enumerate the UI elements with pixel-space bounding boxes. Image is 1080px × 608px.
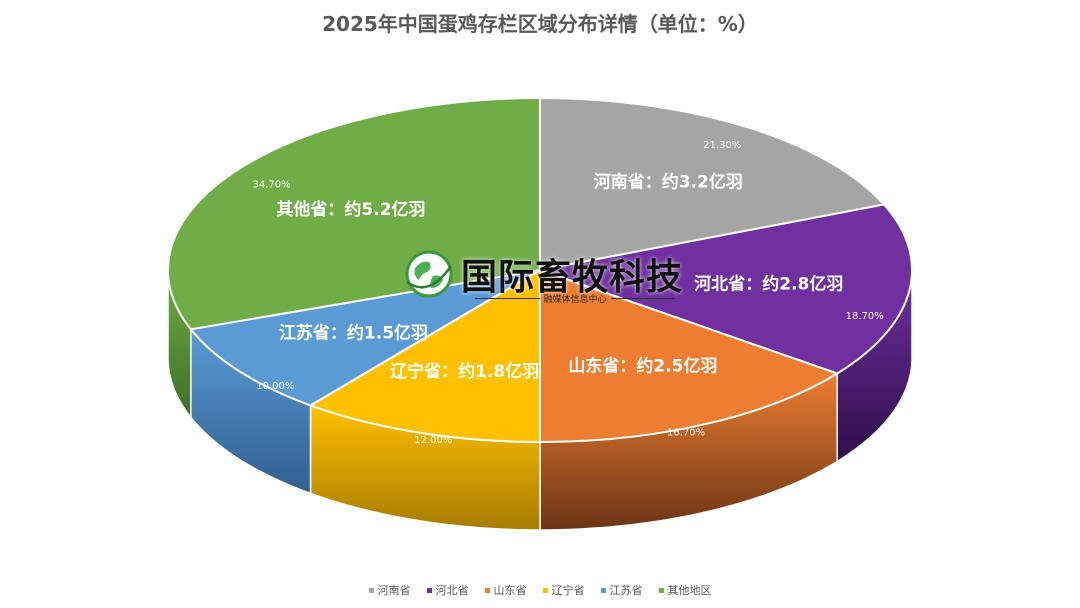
legend-item-1: 河北省 (426, 582, 469, 598)
slice-percent-1: 18.70% (846, 311, 884, 322)
legend-label: 其他地区 (667, 584, 712, 597)
slice-label-3: 辽宁省：约1.8亿羽 (390, 361, 539, 382)
legend-swatch (658, 587, 664, 593)
watermark-subtitle: 融媒体信息中心 (475, 292, 676, 305)
legend-item-2: 山东省 (484, 582, 527, 598)
pie-slice-3 (308, 268, 541, 444)
pie-slice-4 (188, 269, 541, 407)
legend-label: 江苏省 (609, 584, 643, 597)
slice-label-0: 河南省：约3.2亿羽 (594, 171, 743, 192)
slice-label-5: 其他省：约5.2亿羽 (276, 199, 425, 220)
slice-percent-5: 34.70% (253, 179, 291, 190)
pie-slice-1 (536, 203, 914, 375)
legend-label: 河北省 (435, 584, 469, 597)
watermark-name: 国际畜牧科技 (461, 257, 684, 298)
slice-label-1: 河北省：约2.8亿羽 (694, 274, 843, 295)
legend-swatch (484, 587, 490, 593)
chart-legend: 河南省 河北省 山东省 辽宁省 江苏省 其他地区 (0, 582, 1080, 598)
slice-percent-0: 21.30% (703, 140, 741, 151)
legend-label: 山东省 (493, 584, 527, 597)
legend-item-3: 辽宁省 (542, 582, 585, 598)
pie-tops (167, 96, 914, 444)
legend-item-0: 河南省 (368, 582, 411, 598)
legend-label: 辽宁省 (551, 584, 585, 597)
pie-slice-2 (539, 268, 840, 444)
legend-swatch (368, 587, 374, 593)
pie-sides (167, 270, 913, 531)
legend-swatch (542, 587, 548, 593)
globe-icon (405, 250, 453, 298)
slice-percent-3: 12.00% (414, 435, 452, 446)
legend-swatch (600, 587, 606, 593)
watermark: 国际畜牧科技 融媒体信息中心 (403, 244, 683, 310)
legend-label: 河南省 (377, 584, 411, 597)
slice-label-2: 山东省：约2.5亿羽 (568, 355, 717, 376)
watermark-subtitle-text: 融媒体信息中心 (543, 295, 607, 305)
legend-item-4: 江苏省 (600, 582, 643, 598)
slice-percent-2: 16.70% (667, 427, 705, 438)
chart-title: 2025年中国蛋鸡存栏区域分布详情（单位：%） (322, 12, 758, 36)
legend-item-5: 其他地区 (658, 582, 712, 598)
slice-label-4: 江苏省：约1.5亿羽 (279, 323, 428, 344)
legend-swatch (426, 587, 432, 593)
pie-labels: 河南省：约3.2亿羽 21.30% 河北省：约2.8亿羽 18.70% 山东省：约2.5… (253, 140, 884, 446)
pie-slice-0 (539, 96, 886, 272)
slice-percent-4: 10.00% (256, 381, 294, 392)
